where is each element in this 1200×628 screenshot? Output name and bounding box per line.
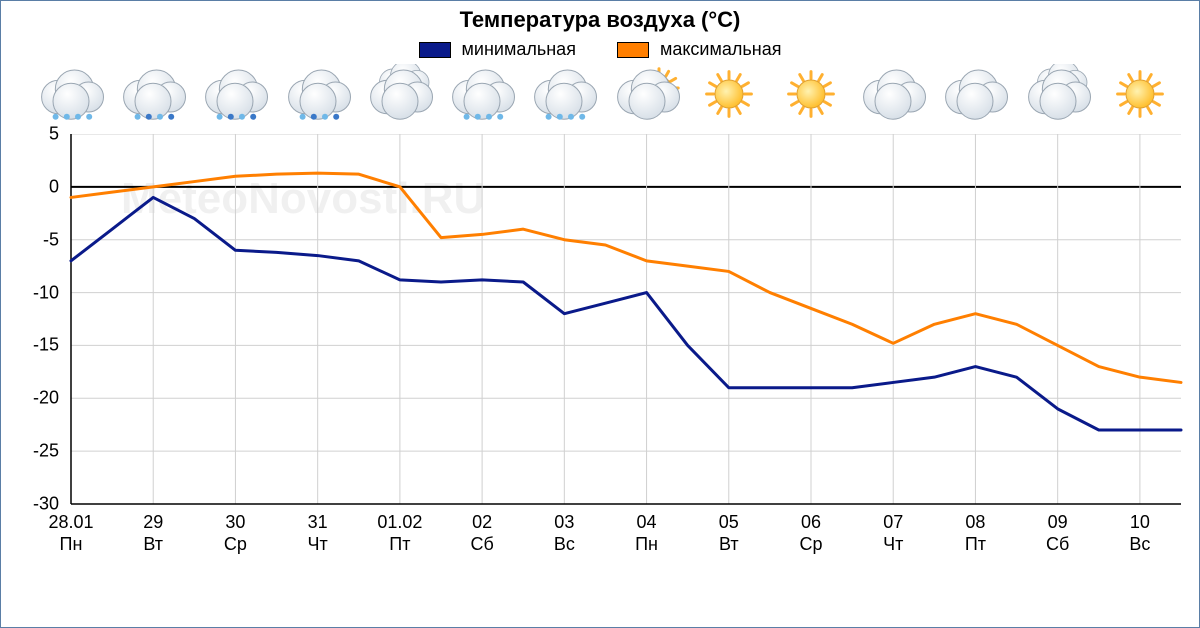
weather-icon-snow (36, 64, 106, 129)
weather-icon-sun (1105, 64, 1175, 129)
weather-icon-snow (447, 64, 517, 129)
y-tick-label: -25 (9, 441, 59, 462)
weather-icon-cloud-back (1023, 64, 1093, 129)
legend-min-label: минимальная (462, 39, 576, 59)
weather-icons-row (1, 64, 1199, 134)
x-tick-label: 31Чт (308, 512, 328, 555)
x-tick-label: 28.01Пн (48, 512, 93, 555)
legend: минимальная максимальная (1, 39, 1199, 60)
y-tick-label: 5 (9, 124, 59, 145)
weather-icon-sleet (283, 64, 353, 129)
x-tick-label: 29Вт (143, 512, 163, 555)
x-tick-label: 04Пн (635, 512, 658, 555)
x-tick-label: 06Ср (799, 512, 822, 555)
chart-card: Температура воздуха (°C) минимальная мак… (0, 0, 1200, 628)
legend-min: минимальная (419, 39, 576, 60)
x-tick-label: 30Ср (224, 512, 247, 555)
y-tick-label: -15 (9, 335, 59, 356)
x-tick-label: 01.02Пт (377, 512, 422, 555)
x-tick-label: 08Пт (965, 512, 986, 555)
weather-icon-snow (529, 64, 599, 129)
weather-icon-cloud (940, 64, 1010, 129)
legend-max-swatch (617, 42, 649, 58)
series-min-line (71, 197, 1181, 430)
x-tick-label: 02Сб (470, 512, 493, 555)
chart-title: Температура воздуха (°C) (1, 1, 1199, 33)
y-tick-label: 0 (9, 176, 59, 197)
series-max-line (71, 173, 1181, 382)
weather-icon-partly-sunny (612, 64, 682, 129)
x-tick-label: 10Вс (1129, 512, 1150, 555)
x-tick-label: 09Сб (1046, 512, 1069, 555)
x-tick-label: 05Вт (719, 512, 739, 555)
legend-max-label: максимальная (660, 39, 781, 59)
weather-icon-cloud-back (365, 64, 435, 129)
y-tick-label: -5 (9, 229, 59, 250)
legend-max: максимальная (617, 39, 782, 60)
chart-area: MeteoNovosti.RU 50-5-10-15-20-25-3028.01… (1, 134, 1199, 564)
x-tick-label: 03Вс (554, 512, 575, 555)
x-tick-label: 07Чт (883, 512, 903, 555)
y-tick-label: -20 (9, 388, 59, 409)
weather-icon-sleet (200, 64, 270, 129)
weather-icon-sun (776, 64, 846, 129)
legend-min-swatch (419, 42, 451, 58)
weather-icon-cloud (858, 64, 928, 129)
y-tick-label: -10 (9, 282, 59, 303)
weather-icon-sun (694, 64, 764, 129)
weather-icon-sleet (118, 64, 188, 129)
